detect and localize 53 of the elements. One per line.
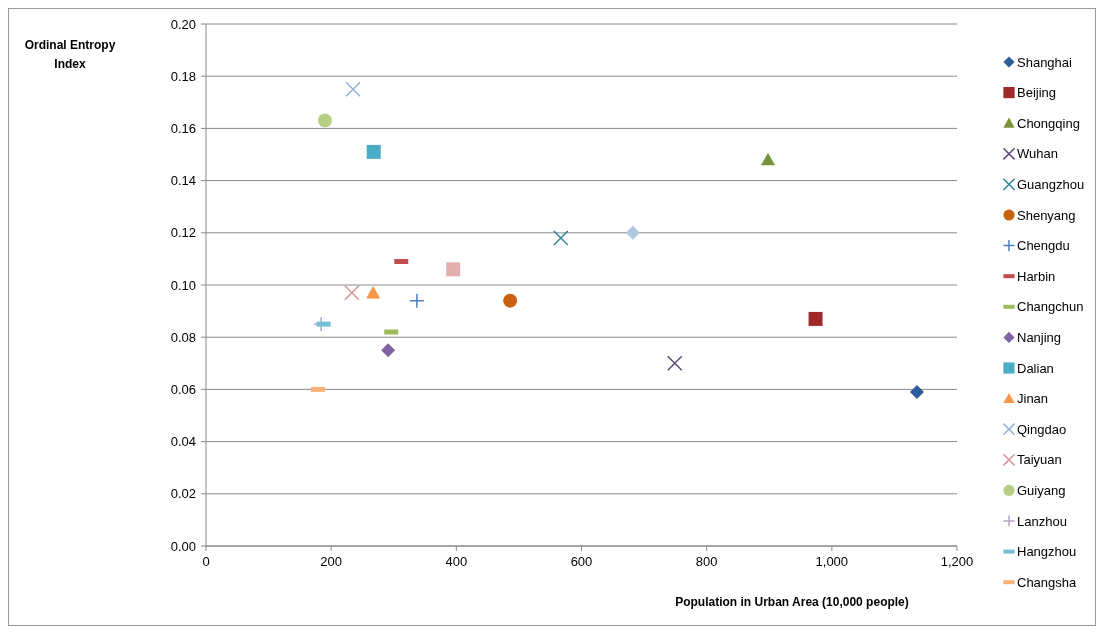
point (667, 355, 683, 372)
y-tick-label: 0.00 (170, 538, 196, 554)
point (344, 285, 360, 301)
point (625, 225, 640, 240)
legend-label: Dalian (1017, 360, 1054, 376)
y-axis-title: Ordinal Entropy Index (24, 38, 116, 71)
legend-label: Shanghai (1017, 54, 1073, 70)
point (366, 144, 381, 159)
point (366, 285, 381, 299)
legend-label: Guiyang (1017, 482, 1066, 498)
y-tick-label: 0.12 (170, 225, 196, 241)
point (909, 385, 924, 400)
legend-label: Qingdao (1017, 421, 1067, 437)
x-tick-label: 0 (202, 554, 210, 569)
legend-label: Wuhan (1017, 146, 1058, 162)
y-tick-label: 0.08 (170, 329, 196, 345)
x-tick-label: 400 (445, 554, 468, 569)
legend-label: Nanjing (1017, 329, 1062, 345)
legend-label: Changsha (1017, 574, 1078, 590)
point (345, 81, 361, 97)
legend-label: Shenyang (1017, 207, 1076, 223)
y-tick-label: 0.14 (170, 173, 196, 189)
y-tick-label: 0.16 (170, 120, 196, 136)
point (503, 293, 518, 308)
y-tick-label: 0.04 (170, 434, 196, 450)
x-tick-label: 1,000 (815, 554, 849, 569)
x-tick-label: 1,200 (940, 554, 974, 569)
point (381, 343, 396, 358)
y-tick-label: 0.10 (170, 277, 196, 293)
point (808, 311, 823, 326)
legend-label: Lanzhou (1017, 513, 1067, 529)
legend-label: Harbin (1017, 268, 1056, 284)
x-tick-label: 800 (695, 554, 718, 569)
y-tick-label: 0.02 (170, 486, 196, 502)
y-tick-label: 0.18 (170, 68, 196, 84)
legend-label: Hangzhou (1017, 544, 1077, 560)
y-tick-label: 0.06 (170, 381, 196, 397)
legend-label: Guangzhou (1017, 176, 1085, 192)
point (317, 113, 332, 128)
legend-label: Chongqing (1017, 115, 1080, 131)
point (446, 262, 461, 277)
x-tick-label: 600 (570, 554, 593, 569)
legend-label: Beijing (1017, 85, 1057, 101)
point (409, 292, 425, 309)
point (761, 152, 775, 166)
x-tick-label: 200 (320, 554, 343, 569)
y-tick-label: 0.20 (170, 16, 196, 32)
point (553, 230, 569, 246)
legend-label: Taiyuan (1017, 452, 1062, 468)
legend-label: Chengdu (1017, 238, 1070, 254)
legend-label: Jinan (1017, 391, 1049, 407)
x-axis-title: Population in Urban Area (10,000 people) (675, 595, 909, 609)
legend-label: Changchun (1017, 299, 1084, 315)
